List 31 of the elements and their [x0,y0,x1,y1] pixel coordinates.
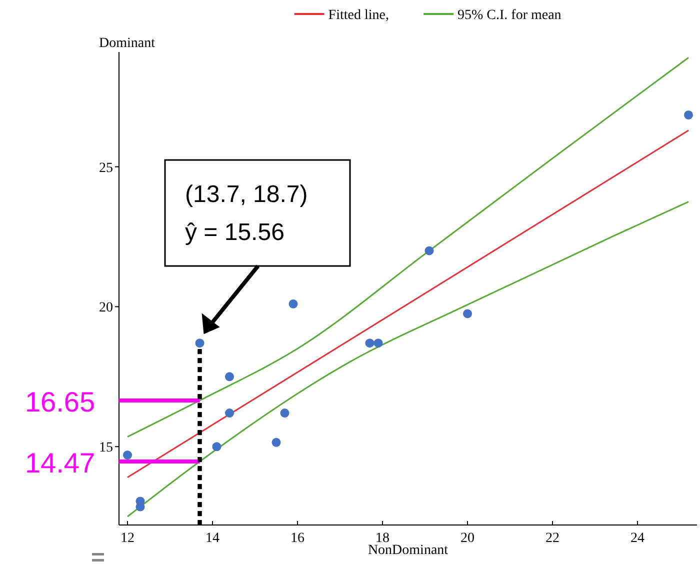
x-tick-label: 24 [630,531,644,546]
x-axis-title: NonDominant [368,543,448,558]
point [280,408,290,418]
ref-line-label: 16.65 [24,386,96,418]
x-tick-label: 20 [460,531,474,546]
legend-label: Fitted line, [328,8,389,23]
point [123,450,132,460]
y-tick-label: 15 [99,440,113,456]
point [225,372,234,382]
point [225,408,234,418]
ref-line-label: 14.47 [24,447,96,478]
x-tick-label: 12 [120,531,134,546]
point [288,299,298,308]
point [272,438,281,447]
point [212,442,222,452]
point [374,338,383,348]
point [424,246,434,256]
point [365,338,374,348]
point [684,110,693,120]
y-tick-label: 25 [99,160,113,176]
x-tick-label: 18 [376,531,390,546]
point [195,338,204,348]
line-series [126,56,690,438]
annotation: (13.7, 18.7) ŷ = 15.56 [185,181,308,246]
x-tick-label: 22 [546,531,560,546]
y-tick-label: 20 [99,300,113,316]
legend-label: 95% C.I. for mean [458,8,562,23]
x-tick-label: 14 [206,531,220,546]
point [463,309,472,318]
x-tick-label: 16 [290,531,304,546]
y-axis-title: Dominant [99,36,156,51]
